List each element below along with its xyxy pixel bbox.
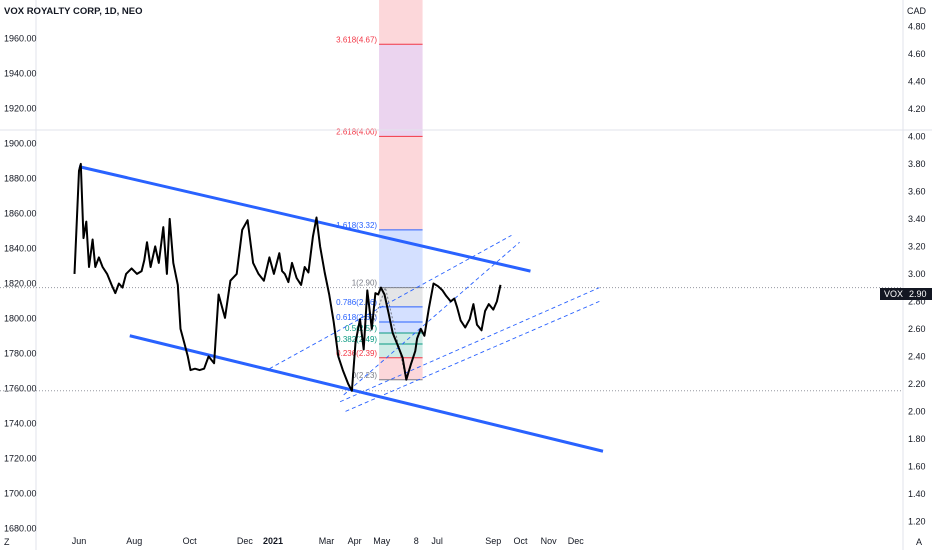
fib-level-label: 2.618(4.00) (336, 127, 377, 136)
fib-level-label: 0.786(2.76) (336, 298, 377, 307)
fibonacci-extension[interactable]: 3.618(4.67) 2.618(4.00) 1.618(3.32) 1(2.90)… (336, 0, 423, 381)
currency-label[interactable]: CAD (907, 6, 927, 16)
symbol-badge (880, 288, 904, 300)
dashed-channel-line[interactable] (339, 287, 600, 403)
x-axis-tick: 2021 (263, 536, 283, 546)
left-axis-tick: 1940.00 (4, 69, 37, 79)
x-axis-tick: Dec (237, 536, 254, 546)
price-series (73, 162, 502, 392)
x-axis-tick: Oct (513, 536, 528, 546)
fib-level-label: 1.618(3.32) (336, 221, 377, 230)
left-axis-tick: 1960.00 (4, 34, 37, 44)
fib-zone (379, 333, 423, 344)
right-axis-tick: 3.60 (908, 186, 926, 196)
right-axis-tick: 3.40 (908, 214, 926, 224)
right-axis-tick: 4.60 (908, 49, 926, 59)
fib-level-label: 1(2.90) (352, 279, 378, 288)
right-axis-tick: 2.80 (908, 296, 926, 306)
zoom-button[interactable]: Z (4, 537, 10, 547)
fib-zone (379, 287, 423, 307)
fib-level-label: 3.618(4.67) (336, 35, 377, 44)
x-axis-tick: Sep (485, 536, 501, 546)
dashed-channel-line[interactable] (343, 241, 520, 396)
x-axis-tick: Dec (568, 536, 585, 546)
channel-line[interactable] (78, 165, 531, 273)
price-line (73, 162, 502, 392)
right-axis-tick: 1.40 (908, 489, 926, 499)
x-axis-tick: Nov (541, 536, 558, 546)
x-axis-tick: Apr (348, 536, 362, 546)
right-axis-tick: 4.80 (908, 21, 926, 31)
right-axis-tick: 4.40 (908, 76, 926, 86)
x-axis-tick: Jul (431, 536, 443, 546)
left-axis-tick: 1860.00 (4, 209, 37, 219)
left-axis-tick: 1720.00 (4, 454, 37, 464)
fib-zone (379, 322, 423, 333)
fib-zone (379, 357, 423, 380)
right-axis-tick: 2.60 (908, 324, 926, 334)
fib-zone (379, 306, 423, 322)
channel-line[interactable] (129, 334, 604, 453)
x-axis-tick: Aug (126, 536, 142, 546)
right-axis-tick: 2.00 (908, 406, 926, 416)
right-axis-tick: 4.00 (908, 131, 926, 141)
right-axis-tick: 4.20 (908, 104, 926, 114)
left-axis-tick: 1820.00 (4, 279, 37, 289)
right-axis-tick: 3.80 (908, 159, 926, 169)
x-axis-tick: Oct (183, 536, 198, 546)
left-axis-tick: 1760.00 (4, 384, 37, 394)
fib-zone (379, 136, 423, 230)
left-axis-tick: 1840.00 (4, 244, 37, 254)
chart-title: VOX ROYALTY CORP, 1D, NEO (4, 6, 143, 17)
right-axis-tick: 3.00 (908, 269, 926, 279)
fib-level-label: 0.236(2.39) (336, 349, 377, 358)
fib-level-label: 0.618(2.65) (336, 313, 377, 322)
x-axis-tick: Mar (319, 536, 335, 546)
right-axis-tick: 3.20 (908, 241, 926, 251)
last-price-label: 2.90 (909, 289, 927, 299)
right-axis-tick: 1.60 (908, 461, 926, 471)
left-axis-tick: 1700.00 (4, 489, 37, 499)
left-axis-tick: 1900.00 (4, 139, 37, 149)
fib-zone (379, 0, 423, 45)
left-axis-tick: 1780.00 (4, 349, 37, 359)
x-axis-tick: May (373, 536, 391, 546)
auto-scale-button[interactable]: A (916, 537, 922, 547)
symbol-badge-label: VOX (884, 289, 903, 299)
trend-lines[interactable] (78, 165, 604, 453)
last-price-badge (904, 288, 932, 300)
fib-zone (379, 44, 423, 137)
left-axis-tick: 1680.00 (4, 524, 37, 534)
left-axis-tick: 1800.00 (4, 314, 37, 324)
left-axis-tick: 1740.00 (4, 419, 37, 429)
x-axis-tick: 8 (414, 536, 419, 546)
left-axis-tick: 1920.00 (4, 104, 37, 114)
right-axis-tick: 2.40 (908, 351, 926, 361)
fib-level-label: 0(2.23) (352, 371, 378, 380)
x-axis-tick: Jun (72, 536, 87, 546)
right-axis-tick: 1.20 (908, 516, 926, 526)
left-axis-tick: 1880.00 (4, 174, 37, 184)
right-axis-tick: 1.80 (908, 434, 926, 444)
fib-zone (379, 229, 423, 288)
right-axis-tick: 2.20 (908, 379, 926, 389)
